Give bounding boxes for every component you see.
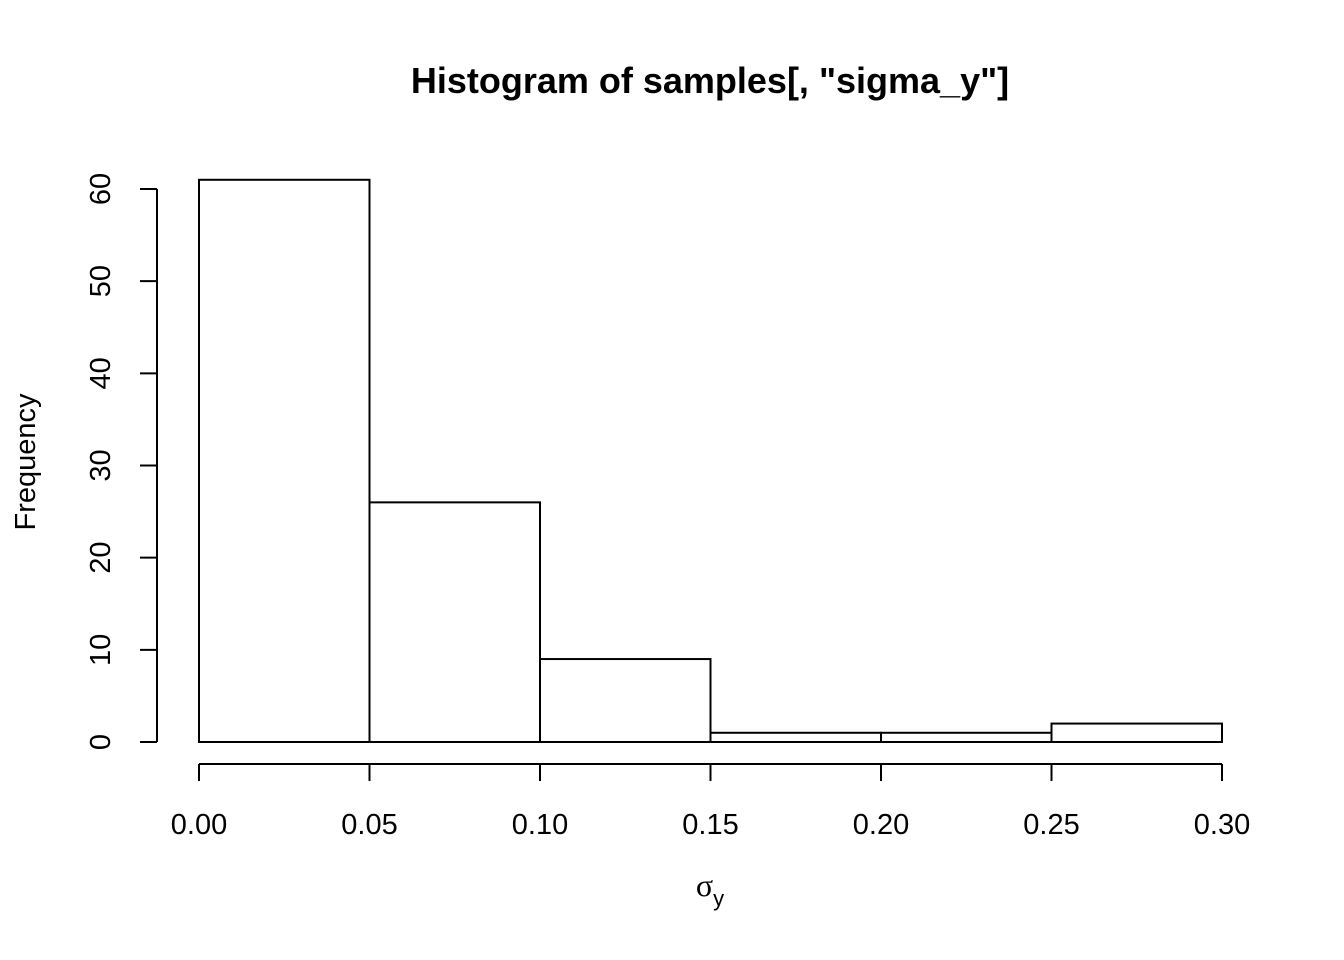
histogram-bar-3 [709,731,882,743]
x-tick-label: 0.00 [171,809,227,841]
x-axis: 0.00 0.05 0.10 0.15 0.20 0.25 0.30 [171,763,1250,841]
x-tick-label: 0.25 [1023,809,1079,841]
x-tick-label: 0.05 [341,809,397,841]
x-tick-label: 0.15 [682,809,738,841]
histogram-bar-4 [880,731,1053,743]
x-tick-label: 0.30 [1194,809,1250,841]
histogram-bar-0 [198,178,371,744]
x-axis-label-symbol: σ [696,867,713,903]
y-tick-label: 50 [85,265,117,297]
histogram-bars [198,178,1223,744]
y-axis: 0 10 20 30 40 50 60 [85,173,158,750]
y-tick-label: 40 [85,357,117,389]
histogram-bar-5 [1050,722,1223,743]
histogram-bar-2 [539,658,712,743]
chart-title: Histogram of samples[, "sigma_y"] [411,60,1009,101]
x-axis-label-subscript: y [713,886,724,911]
y-tick-label: 20 [85,542,117,574]
histogram-bar-1 [368,501,541,743]
y-tick-label: 10 [85,634,117,666]
y-tick-label: 0 [85,734,117,750]
x-tick-label: 0.20 [853,809,909,841]
x-tick-label: 0.10 [512,809,568,841]
x-axis-label: σy [696,867,724,911]
y-tick-label: 60 [85,173,117,205]
y-tick-label: 30 [85,449,117,481]
y-axis-label: Frequency [10,393,42,531]
